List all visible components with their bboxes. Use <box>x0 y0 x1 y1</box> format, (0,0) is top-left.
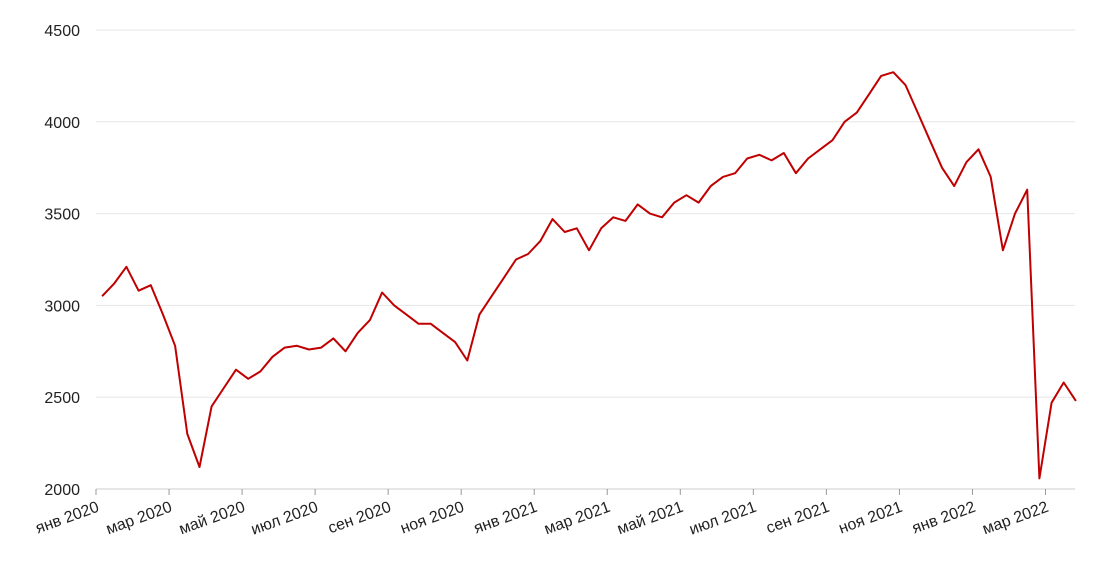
y-tick-label: 3000 <box>44 298 80 315</box>
x-tick-label: июл 2020 <box>249 499 321 539</box>
line <box>101 71 1077 480</box>
x-tick-label: май 2021 <box>615 499 686 539</box>
x-tick-label: янв 2021 <box>472 499 540 538</box>
x-tick-label: ноя 2020 <box>398 499 466 538</box>
y-tick-label: 2500 <box>44 390 80 407</box>
y-tick-label: 4500 <box>44 23 80 40</box>
x-tick-label: мар 2020 <box>104 499 175 539</box>
y-tick-label: 3500 <box>44 207 80 224</box>
x-tick-label: май 2020 <box>177 499 248 539</box>
x-tick-label: сен 2021 <box>764 499 832 538</box>
y-tick-label: 2000 <box>44 482 80 499</box>
x-tick-label: мар 2022 <box>980 499 1051 539</box>
x-tick-label: янв 2020 <box>33 499 101 538</box>
x-tick-label: ноя 2021 <box>837 499 905 538</box>
x-tick-label: июл 2021 <box>687 499 759 539</box>
x-tick-label: сен 2020 <box>326 499 394 538</box>
y-tick-label: 4000 <box>44 115 80 132</box>
x-tick-label: мар 2021 <box>542 499 613 539</box>
x-tick-label: янв 2022 <box>910 499 978 538</box>
